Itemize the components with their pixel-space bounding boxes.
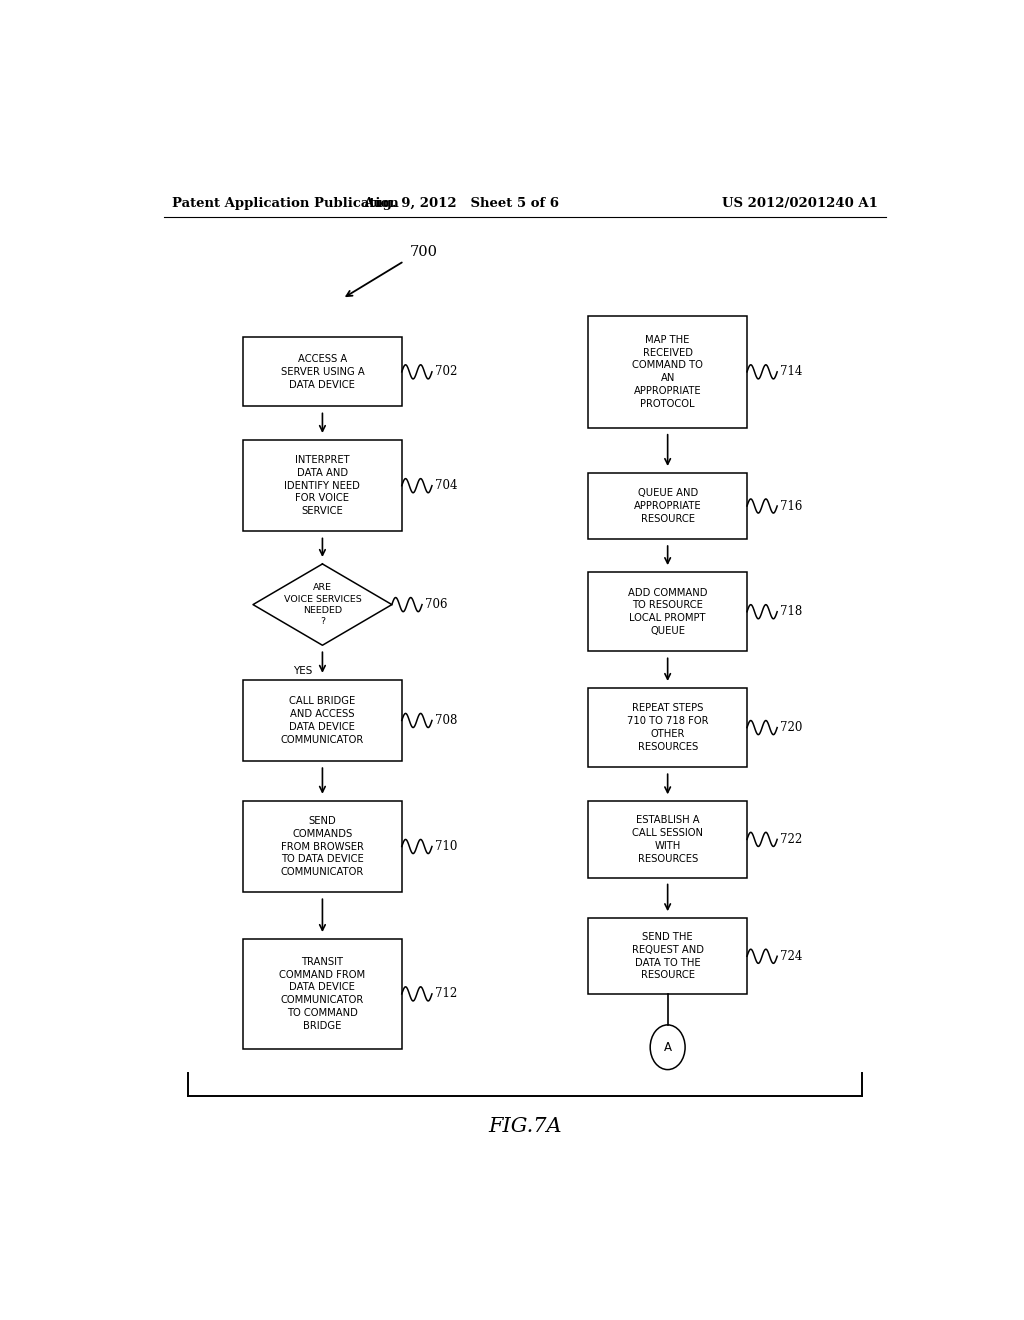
Bar [588,801,748,878]
Text: A: A [664,1040,672,1053]
Text: 708: 708 [435,714,458,727]
Text: ESTABLISH A
CALL SESSION
WITH
RESOURCES: ESTABLISH A CALL SESSION WITH RESOURCES [632,816,703,863]
Polygon shape [253,564,392,645]
Text: 710: 710 [435,840,458,853]
Text: SEND THE
REQUEST AND
DATA TO THE
RESOURCE: SEND THE REQUEST AND DATA TO THE RESOURC… [632,932,703,981]
Bar [588,919,748,994]
Bar [588,572,748,651]
Text: ADD COMMAND
TO RESOURCE
LOCAL PROMPT
QUEUE: ADD COMMAND TO RESOURCE LOCAL PROMPT QUE… [628,587,708,636]
Text: 706: 706 [425,598,447,611]
Text: INTERPRET
DATA AND
IDENTIFY NEED
FOR VOICE
SERVICE: INTERPRET DATA AND IDENTIFY NEED FOR VOI… [285,455,360,516]
Text: ACCESS A
SERVER USING A
DATA DEVICE: ACCESS A SERVER USING A DATA DEVICE [281,354,365,389]
Bar [588,688,748,767]
Text: TRANSIT
COMMAND FROM
DATA DEVICE
COMMUNICATOR
TO COMMAND
BRIDGE: TRANSIT COMMAND FROM DATA DEVICE COMMUNI… [280,957,366,1031]
Bar [588,473,748,539]
Text: QUEUE AND
APPROPRIATE
RESOURCE: QUEUE AND APPROPRIATE RESOURCE [634,488,701,524]
Bar [243,440,401,532]
Text: MAP THE
RECEIVED
COMMAND TO
AN
APPROPRIATE
PROTOCOL: MAP THE RECEIVED COMMAND TO AN APPROPRIA… [632,335,703,409]
Text: FIG.7A: FIG.7A [488,1117,561,1135]
Text: 720: 720 [780,721,803,734]
Text: 700: 700 [410,246,437,259]
Bar [243,680,401,762]
Text: Aug. 9, 2012   Sheet 5 of 6: Aug. 9, 2012 Sheet 5 of 6 [364,197,559,210]
Text: Patent Application Publication: Patent Application Publication [172,197,398,210]
Bar [243,338,401,407]
Text: US 2012/0201240 A1: US 2012/0201240 A1 [722,197,878,210]
Text: ARE
VOICE SERVICES
NEEDED
?: ARE VOICE SERVICES NEEDED ? [284,583,361,626]
Text: 716: 716 [780,499,803,512]
Text: REPEAT STEPS
710 TO 718 FOR
OTHER
RESOURCES: REPEAT STEPS 710 TO 718 FOR OTHER RESOUR… [627,704,709,752]
Text: SEND
COMMANDS
FROM BROWSER
TO DATA DEVICE
COMMUNICATOR: SEND COMMANDS FROM BROWSER TO DATA DEVIC… [281,816,365,876]
Text: CALL BRIDGE
AND ACCESS
DATA DEVICE
COMMUNICATOR: CALL BRIDGE AND ACCESS DATA DEVICE COMMU… [281,696,365,744]
Bar [243,939,401,1049]
Text: 704: 704 [435,479,458,492]
Bar [243,801,401,892]
Text: YES: YES [293,665,312,676]
Text: 718: 718 [780,605,803,618]
Text: 702: 702 [435,366,458,379]
Text: 712: 712 [435,987,458,1001]
Text: 724: 724 [780,950,803,962]
Circle shape [650,1024,685,1069]
Bar [588,315,748,428]
Text: 714: 714 [780,366,803,379]
Text: 722: 722 [780,833,803,846]
